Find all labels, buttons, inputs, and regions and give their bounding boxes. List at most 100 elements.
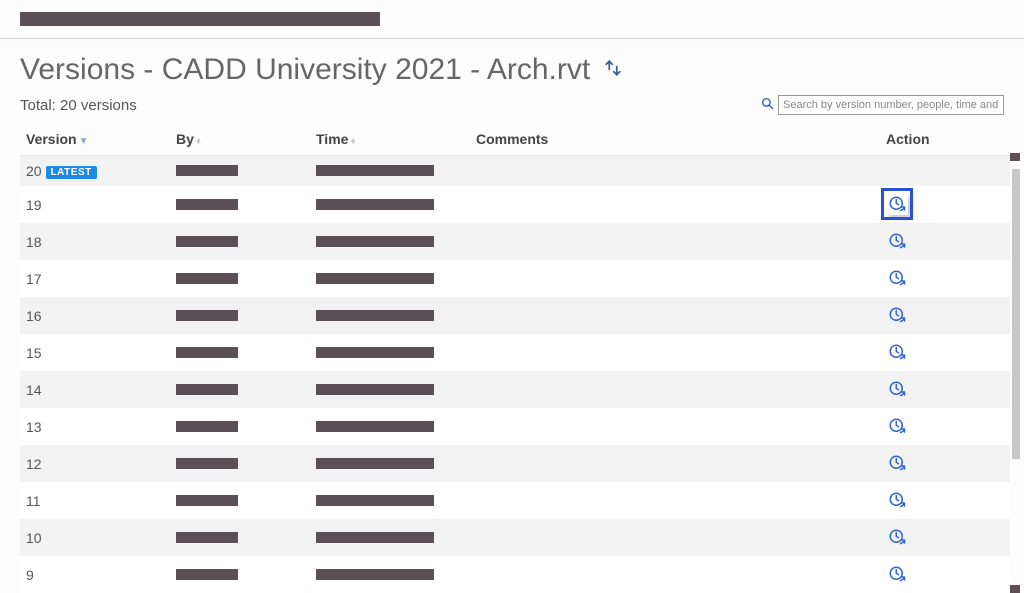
redacted-time bbox=[316, 495, 434, 506]
version-table-wrap: Version▼ By♦ Time♦ Comments Action 20LAT… bbox=[20, 123, 1010, 593]
header-row: Version▼ By♦ Time♦ Comments Action bbox=[20, 123, 1010, 156]
redacted-time bbox=[316, 384, 434, 395]
sync-icon[interactable] bbox=[604, 59, 622, 82]
cell-version: 14 bbox=[20, 371, 170, 408]
search-wrap bbox=[761, 95, 1004, 115]
redacted-breadcrumb bbox=[20, 12, 380, 26]
table-row[interactable]: 15 bbox=[20, 334, 1010, 371]
cell-version: 17 bbox=[20, 260, 170, 297]
search-icon[interactable] bbox=[761, 97, 774, 113]
restore-version-icon[interactable] bbox=[886, 415, 908, 437]
cell-time bbox=[310, 223, 470, 260]
cell-comments bbox=[470, 556, 880, 593]
restore-version-icon[interactable] bbox=[886, 267, 908, 289]
table-row[interactable]: 13 bbox=[20, 408, 1010, 445]
redacted-by bbox=[176, 569, 238, 580]
restore-version-icon[interactable] bbox=[886, 452, 908, 474]
redacted-by bbox=[176, 421, 238, 432]
restore-version-icon[interactable] bbox=[886, 193, 908, 215]
redacted-time bbox=[316, 236, 434, 247]
restore-version-icon[interactable] bbox=[886, 526, 908, 548]
cell-by bbox=[170, 408, 310, 445]
sort-icon: ♦ bbox=[196, 136, 201, 147]
cell-action bbox=[880, 371, 1010, 408]
scrollbar-thumb[interactable] bbox=[1012, 169, 1020, 459]
scrollbar-stub-top bbox=[1010, 153, 1020, 161]
latest-badge: LATEST bbox=[46, 166, 97, 179]
cell-time bbox=[310, 371, 470, 408]
table-row[interactable]: 17 bbox=[20, 260, 1010, 297]
table-row[interactable]: 14 bbox=[20, 371, 1010, 408]
cell-comments bbox=[470, 260, 880, 297]
col-by[interactable]: By♦ bbox=[170, 123, 310, 156]
redacted-time bbox=[316, 569, 434, 580]
cell-version: 9 bbox=[20, 556, 170, 593]
redacted-by bbox=[176, 384, 238, 395]
sort-icon: ♦ bbox=[350, 136, 355, 147]
table-row[interactable]: 10 bbox=[20, 519, 1010, 556]
cell-version: 15 bbox=[20, 334, 170, 371]
restore-version-icon[interactable] bbox=[886, 341, 908, 363]
redacted-by bbox=[176, 532, 238, 543]
cell-comments bbox=[470, 334, 880, 371]
cell-version: 19 bbox=[20, 186, 170, 223]
table-row[interactable]: 19 bbox=[20, 186, 1010, 223]
col-version[interactable]: Version▼ bbox=[20, 123, 170, 156]
cell-version: 16 bbox=[20, 297, 170, 334]
cell-comments bbox=[470, 445, 880, 482]
table-row[interactable]: 20LATEST bbox=[20, 156, 1010, 187]
cell-comments bbox=[470, 519, 880, 556]
cell-action bbox=[880, 156, 1010, 187]
cell-by bbox=[170, 556, 310, 593]
cell-by bbox=[170, 223, 310, 260]
cell-time bbox=[310, 297, 470, 334]
redacted-time bbox=[316, 310, 434, 321]
restore-version-icon[interactable] bbox=[886, 230, 908, 252]
redacted-time bbox=[316, 458, 434, 469]
restore-version-icon[interactable] bbox=[886, 378, 908, 400]
scrollbar-stub-bottom bbox=[1010, 585, 1020, 593]
cell-time bbox=[310, 260, 470, 297]
redacted-time bbox=[316, 273, 434, 284]
cell-comments bbox=[470, 297, 880, 334]
redacted-by bbox=[176, 347, 238, 358]
col-time[interactable]: Time♦ bbox=[310, 123, 470, 156]
table-row[interactable]: 12 bbox=[20, 445, 1010, 482]
table-row[interactable]: 16 bbox=[20, 297, 1010, 334]
cell-action bbox=[880, 297, 1010, 334]
cell-version: 20LATEST bbox=[20, 156, 170, 187]
cell-time bbox=[310, 156, 470, 187]
sort-desc-icon: ▼ bbox=[79, 136, 89, 147]
restore-version-icon[interactable] bbox=[886, 489, 908, 511]
cell-action bbox=[880, 556, 1010, 593]
redacted-time bbox=[316, 165, 434, 176]
cell-by bbox=[170, 445, 310, 482]
cell-action bbox=[880, 223, 1010, 260]
redacted-time bbox=[316, 421, 434, 432]
cell-comments bbox=[470, 156, 880, 187]
cell-version: 10 bbox=[20, 519, 170, 556]
cell-version: 13 bbox=[20, 408, 170, 445]
cell-by bbox=[170, 371, 310, 408]
search-input[interactable] bbox=[778, 95, 1004, 115]
col-comments[interactable]: Comments bbox=[470, 123, 880, 156]
cell-action bbox=[880, 408, 1010, 445]
cell-time bbox=[310, 556, 470, 593]
cell-action bbox=[880, 445, 1010, 482]
total-count: Total: 20 versions bbox=[20, 97, 137, 114]
cell-action bbox=[880, 334, 1010, 371]
redacted-time bbox=[316, 199, 434, 210]
cell-comments bbox=[470, 408, 880, 445]
cell-time bbox=[310, 519, 470, 556]
restore-version-icon[interactable] bbox=[886, 304, 908, 326]
cell-time bbox=[310, 186, 470, 223]
cell-comments bbox=[470, 371, 880, 408]
table-row[interactable]: 9 bbox=[20, 556, 1010, 593]
cell-time bbox=[310, 408, 470, 445]
redacted-time bbox=[316, 347, 434, 358]
cell-by bbox=[170, 260, 310, 297]
cell-by bbox=[170, 519, 310, 556]
table-row[interactable]: 18 bbox=[20, 223, 1010, 260]
restore-version-icon[interactable] bbox=[886, 563, 908, 585]
version-table: Version▼ By♦ Time♦ Comments Action 20LAT… bbox=[20, 123, 1010, 593]
